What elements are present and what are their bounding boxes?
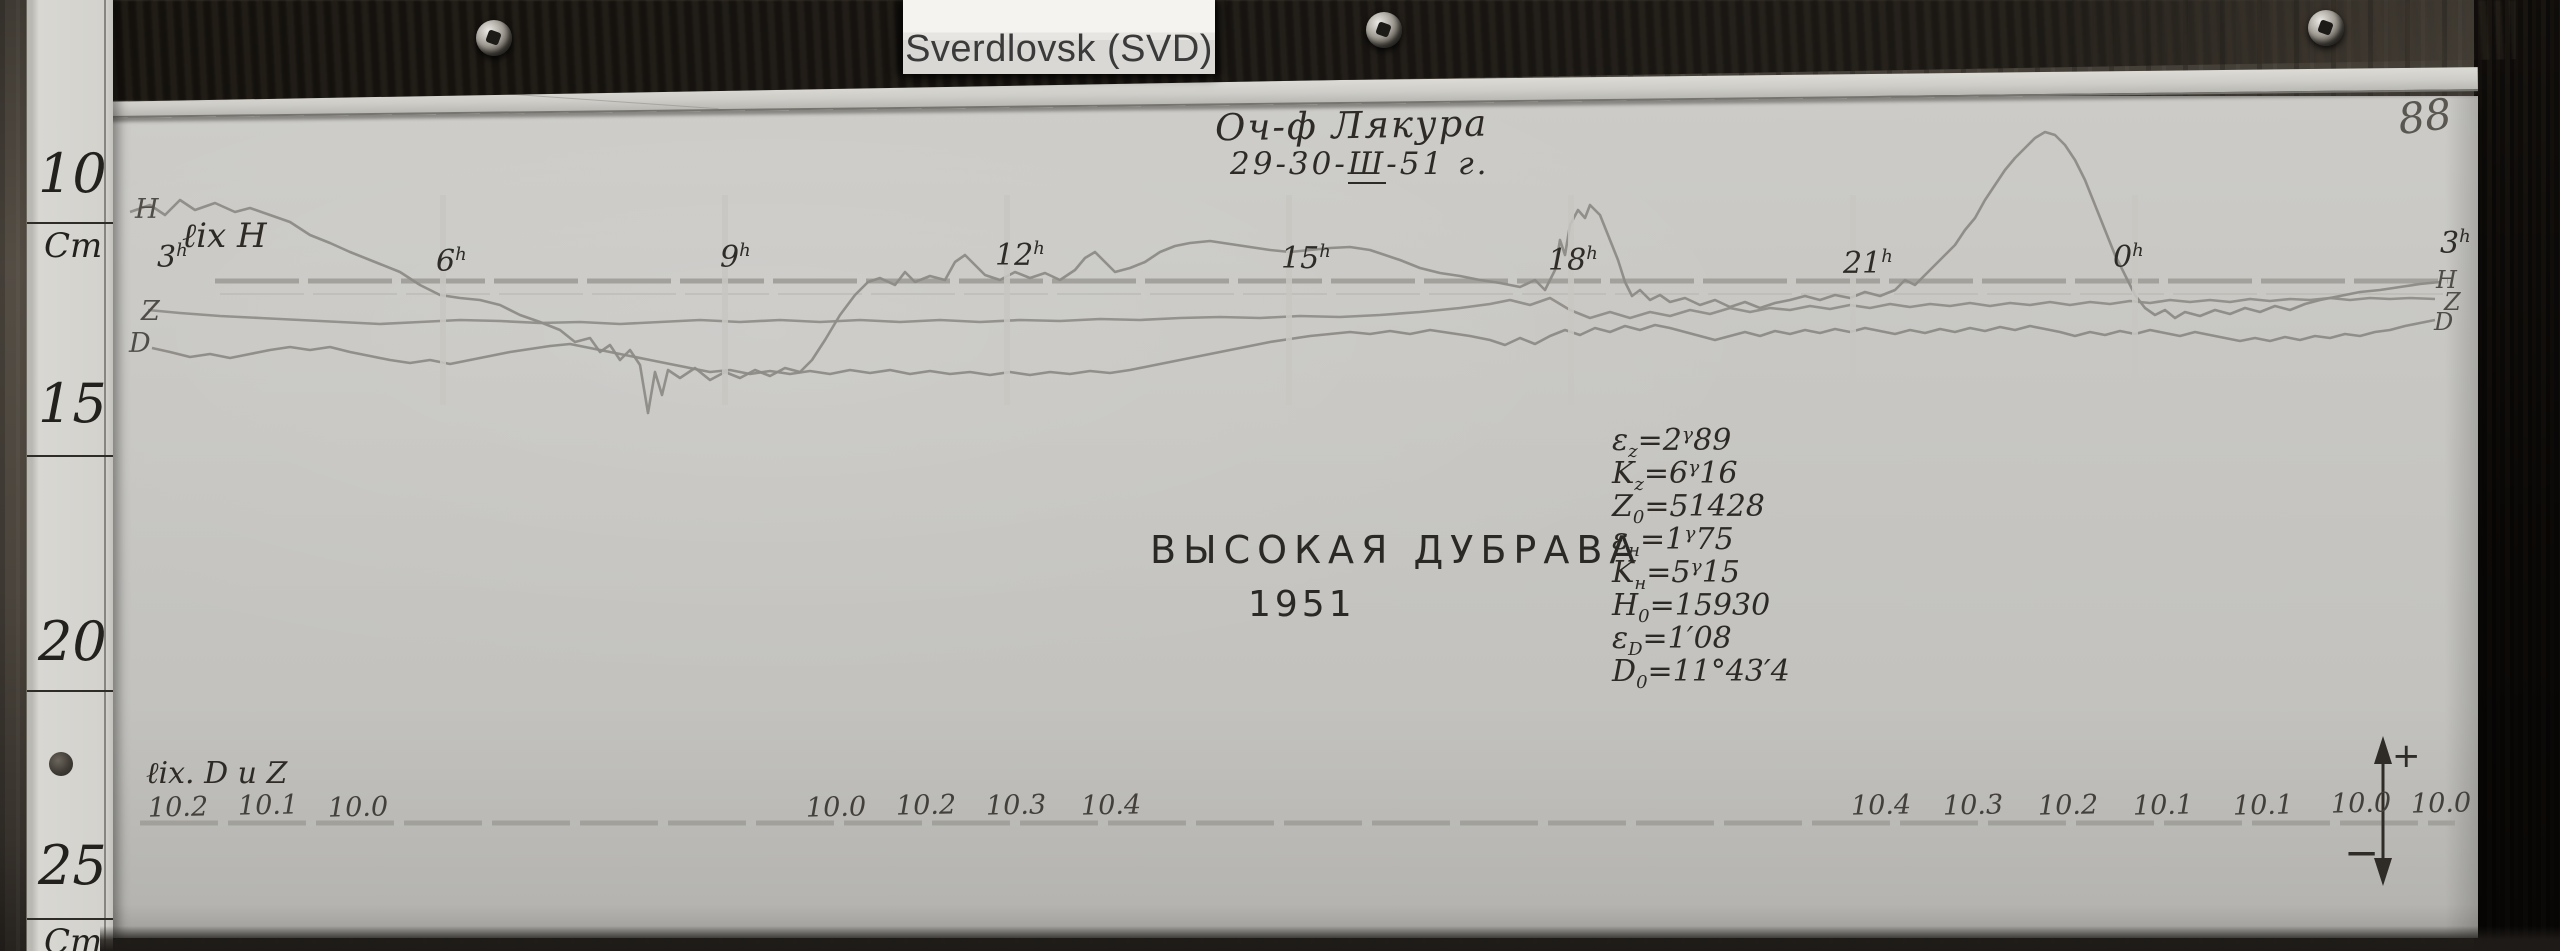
ruler-cm-label-top: Cm [44, 226, 103, 266]
station-name: ВЫСОКАЯ ДУБРАВА [1150, 528, 1643, 572]
pushpin-core [2317, 19, 2334, 36]
trace-Z [147, 296, 2436, 326]
station-tag: Sverdlovsk (SVD) [903, 0, 1215, 74]
ruler-tick-line [27, 918, 113, 920]
pushpin-core [485, 29, 502, 46]
ruler-tick-line [27, 455, 113, 457]
baseline-value: 10.1 [2232, 789, 2294, 822]
h-baseline-label: ℓix H [182, 216, 267, 256]
baseline-value: 10.0 [805, 791, 867, 824]
hour-label-15: 15h [1281, 241, 1331, 276]
header-date-note: 29-30-Ш-51 г. [1230, 146, 1490, 184]
baseline-value: 10.0 [327, 791, 389, 824]
baseline-value: 10.2 [895, 789, 957, 822]
constant-eps-d: εD=1′08 [1612, 621, 1732, 660]
ruler-mark-10: 10 [38, 142, 107, 205]
ruler-tick-line [27, 222, 113, 224]
baseline-value: 10.1 [237, 789, 299, 822]
header-date-roman-month: Ш [1347, 146, 1387, 184]
constant-k-z: Kz=6ᵞ16 [1612, 456, 1738, 495]
baseline-value: 10.3 [985, 789, 1047, 822]
baseline-value: 10.0 [2410, 787, 2472, 820]
baseline-value: 10.1 [2132, 789, 2194, 822]
ruler-tick-line [27, 690, 113, 692]
baseline-value: 10.2 [2037, 789, 2099, 822]
pushpin-icon [2308, 10, 2344, 46]
minus-polarity-label: − [2344, 828, 2380, 877]
plus-polarity-label: + [2392, 736, 2421, 776]
trace-H [129, 130, 2441, 415]
ruler-pin-hole [49, 752, 73, 776]
baseline-value: 10.0 [2330, 787, 2392, 820]
pushpin-core [1375, 21, 1392, 38]
baseline-value: 10.4 [1080, 789, 1142, 822]
header-observer-note: Оч-ф Лякура [1214, 101, 1489, 150]
header-date-pre: 29-30- [1230, 146, 1348, 182]
baseline-value: 10.2 [147, 791, 209, 824]
hour-label-0: 0h [2113, 240, 2144, 275]
station-year: 1951 [1248, 584, 1356, 625]
baseline-value: 10.3 [1942, 789, 2004, 822]
scale-constants-block: εz=2ᵞ89 Kz=6ᵞ16 Z0=51428 εн=1ᵞ75 Kн=5ᵞ15… [1612, 423, 1790, 693]
pushpin-icon [1366, 12, 1402, 48]
ruler-mark-15: 15 [38, 372, 107, 435]
header-date-post: -51 г. [1386, 146, 1490, 182]
page-number: 88 [2395, 88, 2455, 145]
hour-mark-gaps [440, 195, 2138, 405]
hour-label-3: 3h [157, 240, 188, 275]
hour-label-3-right: 3h [2440, 226, 2471, 261]
constant-z0: Z0=51428 [1612, 489, 1765, 528]
hour-label-18: 18h [1548, 243, 1598, 278]
hour-label-12: 12h [995, 238, 1045, 273]
trace-label-D-right: D [2434, 308, 2454, 336]
station-tag-text: Sverdlovsk (SVD) [905, 28, 1213, 70]
constant-eps-h: εн=1ᵞ75 [1612, 522, 1734, 561]
polarity-arrow [2374, 736, 2392, 886]
pushpin-icon [476, 20, 512, 56]
dz-baseline-label: ℓix. D и Z [146, 756, 288, 791]
trace-D [151, 318, 2436, 377]
constant-k-h: Kн=5ᵞ15 [1612, 555, 1740, 594]
wood-board-right-margin [2474, 0, 2560, 951]
constant-h0: H0=15930 [1612, 588, 1771, 627]
constant-d0: D0=11°43′4 [1612, 654, 1790, 693]
paper-bottom-shadow [100, 926, 2560, 951]
ruler-edge-line [104, 0, 106, 951]
hour-label-6: 6h [436, 244, 467, 279]
trace-label-H-right: H [2436, 266, 2457, 294]
hour-label-9: 9h [720, 240, 751, 275]
trace-label-D-left: D [129, 328, 151, 359]
trace-label-Z-left: Z [141, 296, 160, 327]
trace-label-Z-right: Z [2444, 288, 2461, 316]
hour-label-21: 21h [1843, 246, 1893, 281]
ruler-cm-label-bottom: Cm [44, 922, 103, 951]
baseline-value: 10.4 [1850, 789, 1912, 822]
constant-eps-z: εz=2ᵞ89 [1612, 423, 1732, 462]
left-ruler: 10 Cm 15 20 25 Cm [26, 0, 113, 951]
trace-label-H-left: H [135, 194, 159, 225]
ruler-mark-20: 20 [38, 610, 107, 673]
ruler-mark-25: 25 [38, 834, 107, 897]
